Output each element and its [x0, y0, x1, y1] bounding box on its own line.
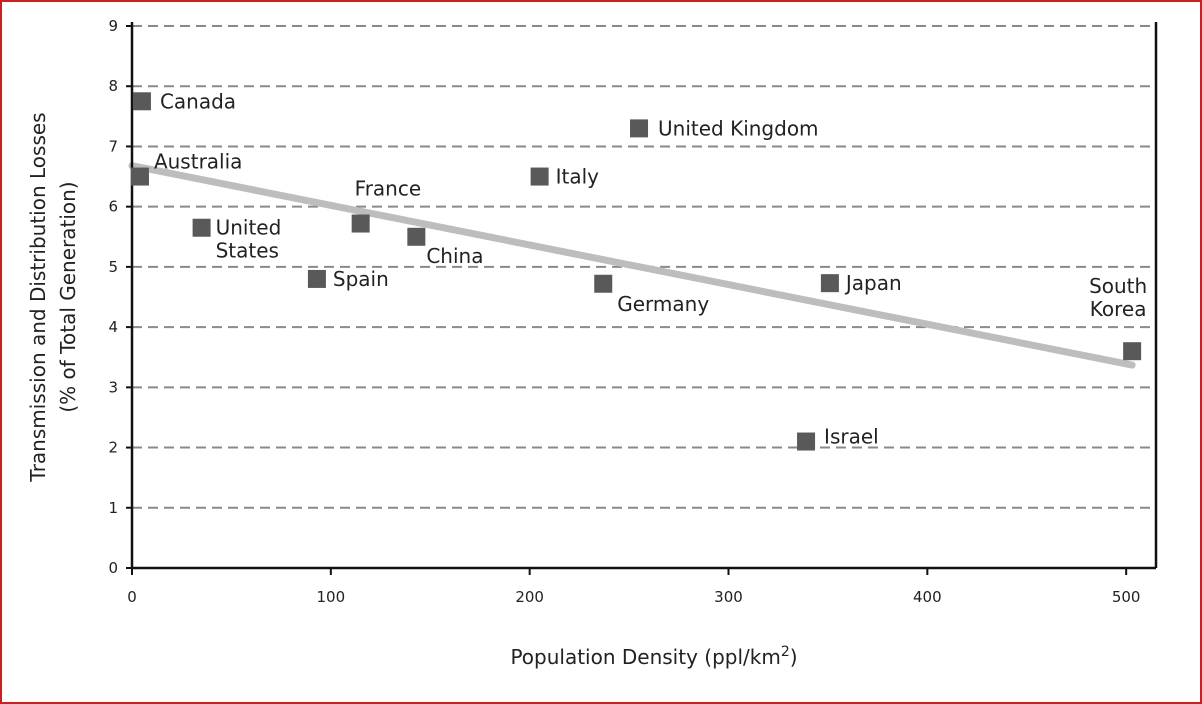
data-point: [530, 167, 549, 186]
scatter-chart: 0 1 2 3 4 5 6 7 8 9 0 100 200 300 400 500 Canada Austral…: [26, 17, 1158, 669]
point-label: Japan: [844, 271, 902, 295]
y-tick-label: 5: [108, 258, 118, 276]
tick-labels: 0 1 2 3 4 5 6 7 8 9 0 100 200 300 400 500: [108, 17, 1140, 606]
data-point: [594, 274, 613, 293]
data-point: [1123, 342, 1142, 361]
point-label: South Korea: [1089, 274, 1147, 321]
y-tick-label: 2: [108, 439, 118, 457]
data-point: [820, 274, 839, 293]
x-tick-label: 500: [1112, 588, 1141, 606]
y-tick-label: 1: [108, 499, 118, 517]
y-tick-label: 8: [108, 77, 118, 95]
data-point: [407, 227, 426, 246]
point-label: United Kingdom: [658, 116, 819, 140]
y-tick-label: 6: [108, 198, 118, 216]
point-label: United States: [216, 216, 282, 263]
data-point: [192, 218, 211, 237]
data-point: [130, 167, 149, 186]
point-label: France: [355, 177, 422, 201]
x-tick-label: 100: [317, 588, 346, 606]
y-axis-title-line2: (% of Total Generation): [56, 181, 80, 412]
x-tick-label: 0: [127, 588, 137, 606]
point-label: Spain: [333, 267, 389, 291]
y-tick-label: 0: [108, 559, 118, 577]
y-tick-label: 7: [108, 137, 118, 155]
point-label: Germany: [617, 292, 709, 316]
point-label: Australia: [154, 150, 242, 174]
data-point: [132, 92, 151, 111]
trendline: [128, 162, 1136, 369]
data-point: [630, 119, 649, 138]
x-tick-label: 200: [515, 588, 544, 606]
y-tick-label: 9: [108, 17, 118, 35]
y-tick-label: 3: [108, 378, 118, 396]
x-tick-label: 300: [714, 588, 743, 606]
data-point: [307, 269, 326, 288]
axes: [126, 22, 1158, 575]
point-label: China: [426, 244, 483, 268]
y-axis-title-line1: Transmission and Distribution Losses: [26, 112, 50, 482]
data-point: [797, 432, 816, 451]
data-point: [351, 214, 370, 233]
point-labels: Canada Australia United States Spain France Ch…: [154, 89, 1147, 448]
y-tick-label: 4: [108, 318, 118, 336]
x-axis-title: Population Density (ppl/km2): [510, 644, 797, 669]
point-label: Israel: [824, 425, 879, 449]
point-label: Italy: [556, 165, 600, 189]
x-tick-label: 400: [913, 588, 942, 606]
trendline-group: [128, 162, 1136, 369]
point-label: Canada: [160, 89, 236, 113]
data-points: [130, 92, 1142, 451]
